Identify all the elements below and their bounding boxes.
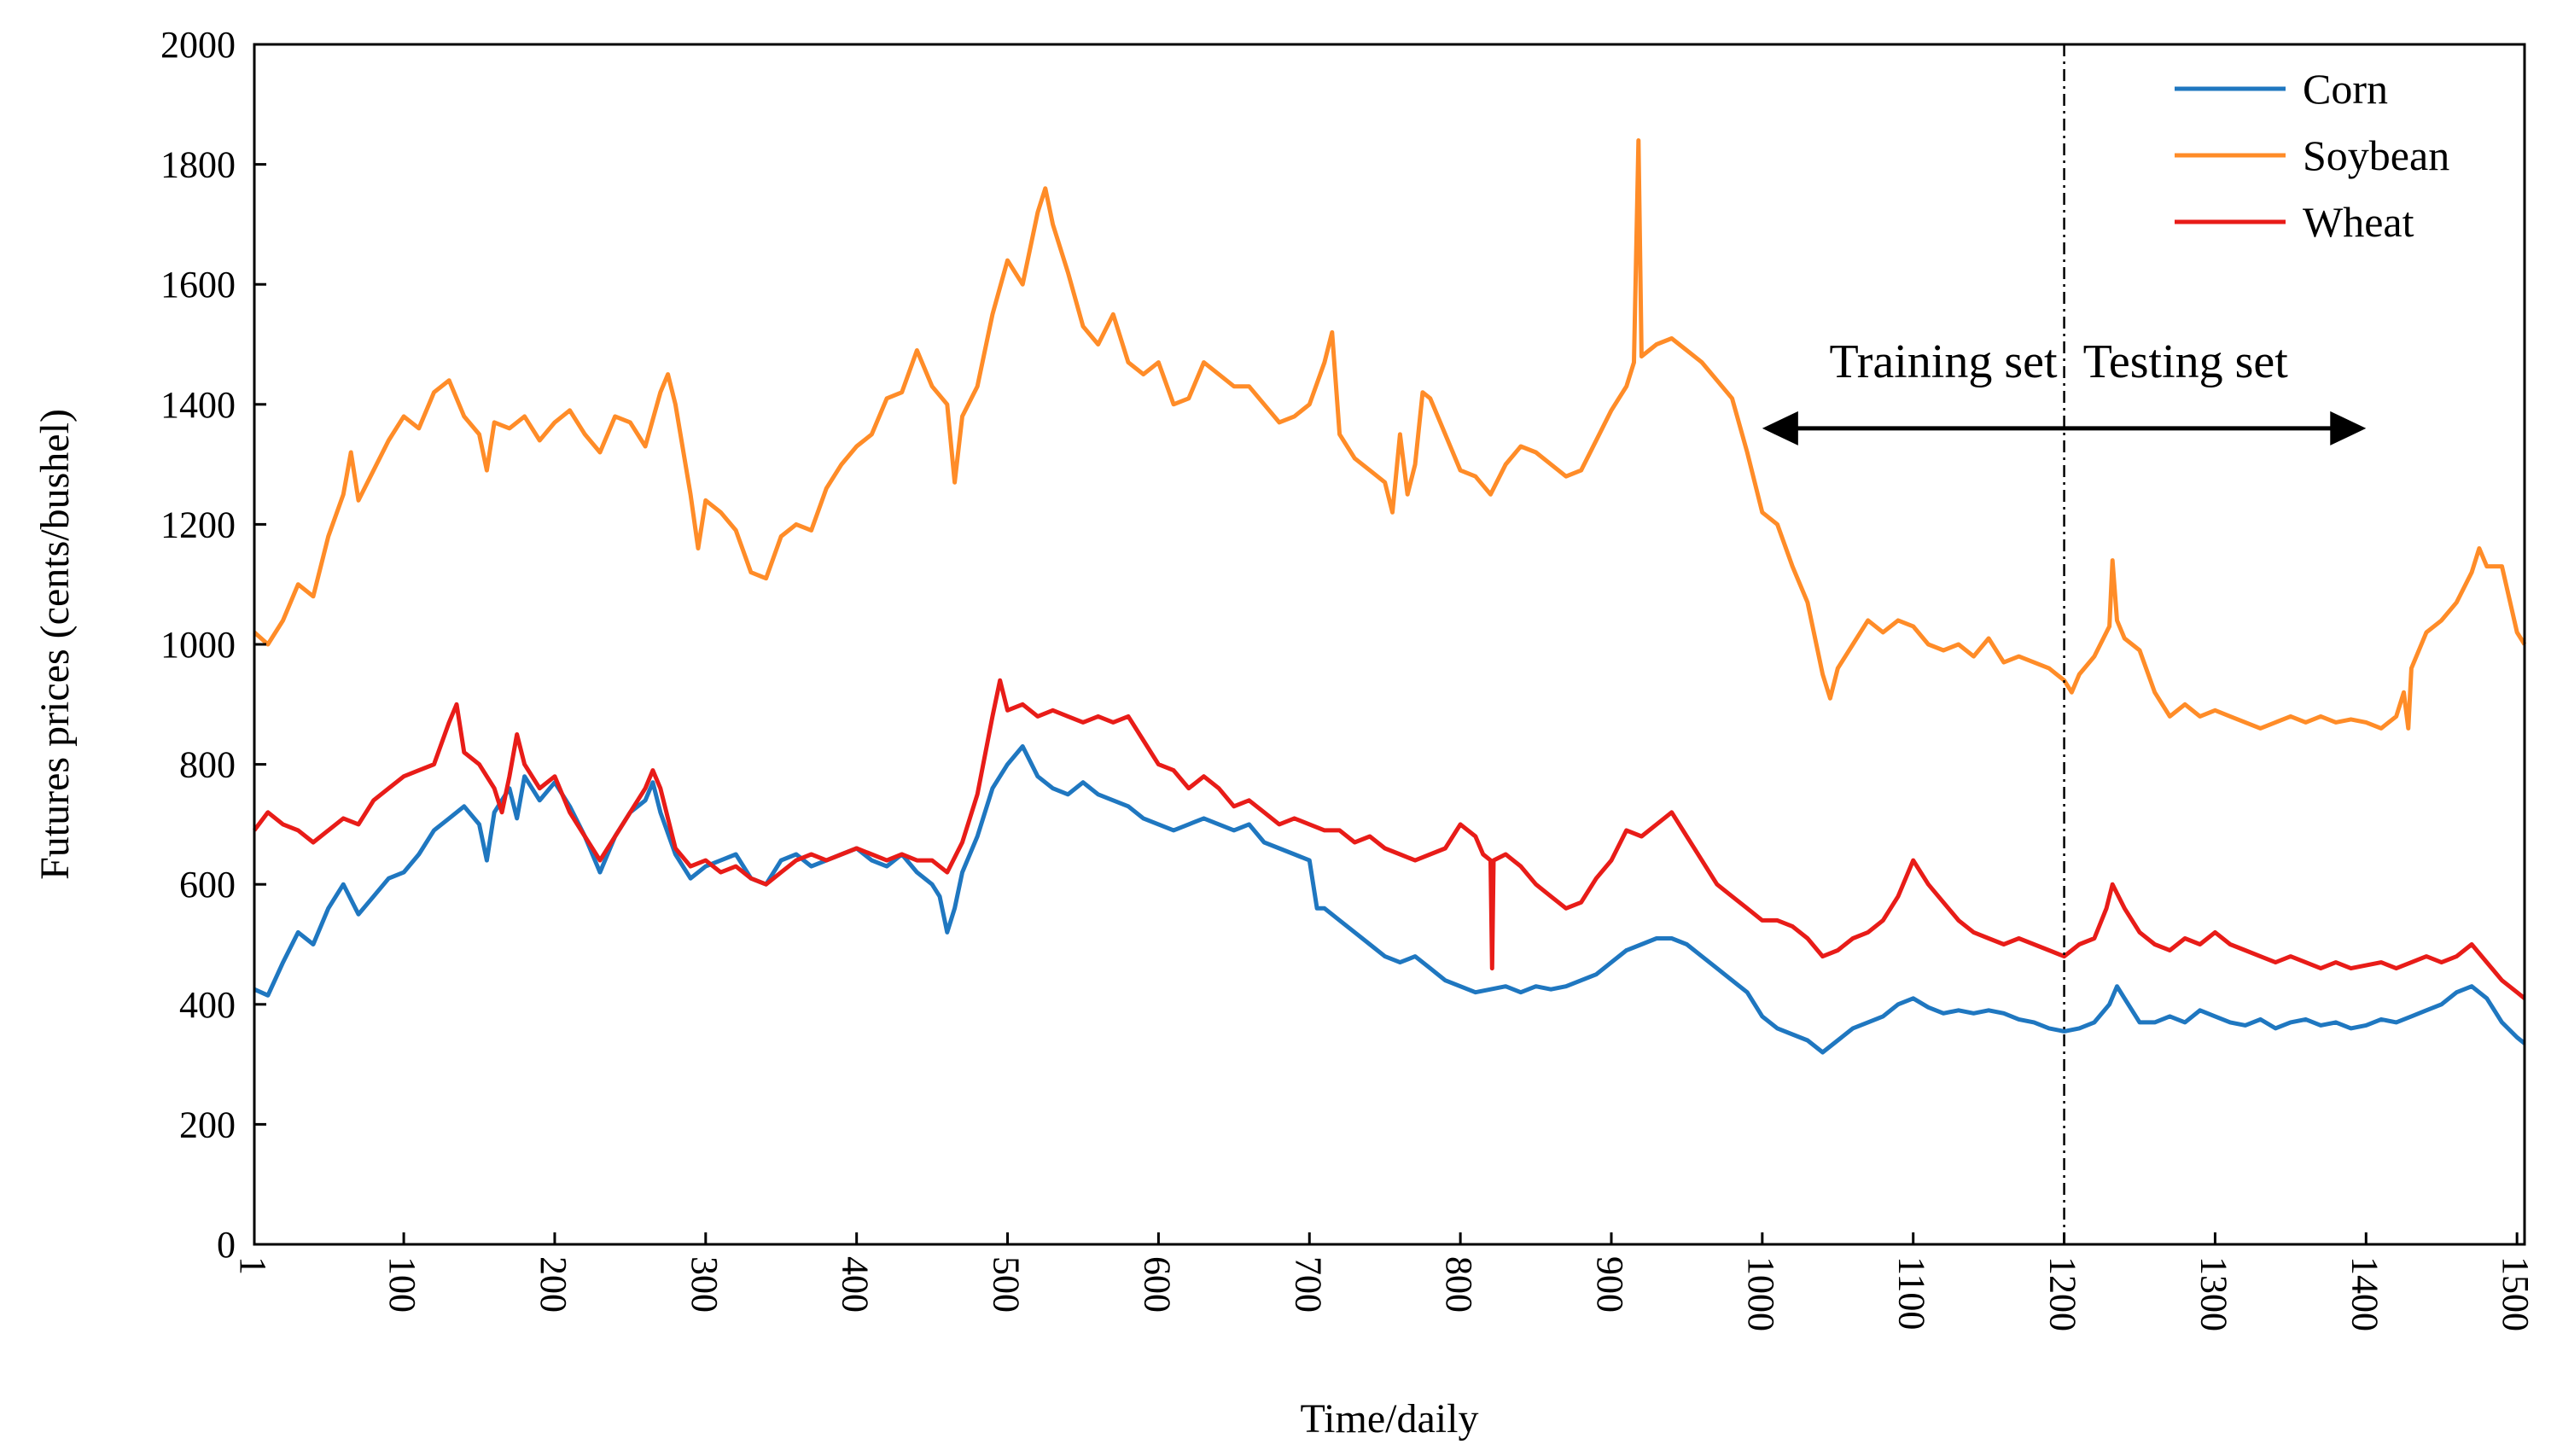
x-tick-label: 600 [1136, 1256, 1178, 1313]
testing-set-label: Testing set [2083, 335, 2289, 388]
y-tick-label: 0 [217, 1224, 236, 1266]
legend-label-wheat: Wheat [2303, 198, 2414, 246]
y-tick-label: 600 [179, 864, 236, 906]
x-tick-label: 400 [835, 1256, 877, 1313]
x-tick-label: 900 [1589, 1256, 1631, 1313]
y-tick-label: 800 [179, 744, 236, 786]
x-tick-label: 1300 [2193, 1256, 2234, 1331]
x-tick-label: 500 [986, 1256, 1028, 1313]
y-tick-label: 1400 [160, 384, 236, 426]
x-tick-label: 1100 [1891, 1256, 1933, 1330]
legend-label-soybean: Soybean [2303, 131, 2449, 179]
x-tick-label: 100 [381, 1256, 423, 1313]
x-axis-ticks: 1 100 200 300 400 500 600 700 800 900 1000 1100 1200… [232, 1232, 2536, 1331]
y-tick-label: 200 [179, 1104, 236, 1145]
y-axis-title: Futures prices (cents/bushel) [32, 409, 78, 880]
x-tick-label: 800 [1438, 1256, 1480, 1313]
annotation-arrow-right-head [2330, 411, 2367, 446]
x-tick-label: 1200 [2042, 1256, 2084, 1331]
x-tick-label: 1500 [2495, 1256, 2536, 1331]
y-tick-label: 1800 [160, 144, 236, 186]
x-tick-label: 1000 [1740, 1256, 1782, 1331]
series-line-soybean [253, 138, 2527, 731]
x-axis-title: Time/daily [1301, 1396, 1479, 1441]
y-tick-label: 2000 [160, 24, 236, 66]
series-line-wheat [253, 678, 2526, 1000]
series-layer [253, 138, 2527, 1055]
x-tick-label: 200 [533, 1256, 574, 1313]
y-tick-label: 1600 [160, 264, 236, 306]
x-tick-label: 300 [684, 1256, 725, 1313]
y-axis-ticks: 0 200 400 600 800 1000 1200 1400 1600 1800 2000 [160, 24, 266, 1266]
x-tick-label: 700 [1287, 1256, 1329, 1313]
x-tick-label: 1400 [2344, 1256, 2385, 1331]
y-tick-label: 1200 [160, 504, 236, 545]
annotation-arrow-left-head [1762, 411, 1798, 446]
legend-label-corn: Corn [2303, 65, 2388, 113]
x-tick-label: 1 [232, 1256, 274, 1275]
y-tick-label: 400 [179, 984, 236, 1026]
training-set-label: Training set [1829, 335, 2058, 388]
y-tick-label: 1000 [160, 624, 236, 666]
legend: Corn Soybean Wheat [2175, 65, 2449, 246]
split-annotation: Training set Testing set [1762, 335, 2367, 446]
